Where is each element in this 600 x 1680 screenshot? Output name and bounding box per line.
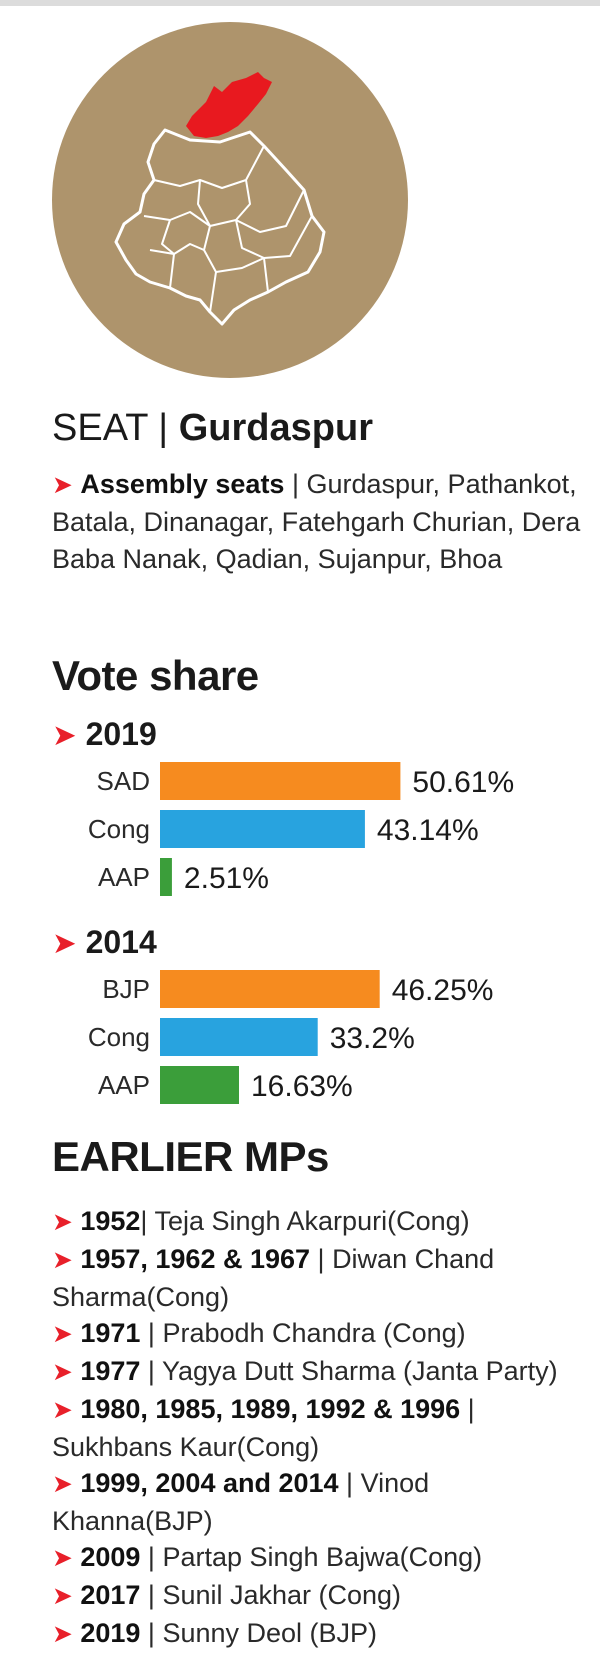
mp-years: 2017 [80, 1580, 141, 1610]
mp-sep: | [310, 1244, 333, 1274]
seat-prefix: SEAT | [52, 407, 179, 449]
mp-sep: | [140, 1542, 163, 1572]
bar-value-label: 43.14% [377, 814, 479, 847]
bar-category-label: Cong [88, 814, 150, 844]
mp-years: 1980, 1985, 1989, 1992 & 1996 [80, 1394, 461, 1424]
bar [160, 810, 365, 848]
mp-sep: | [140, 1618, 163, 1648]
mp-item: ➤ 2019 | Sunny Deol (BJP) [52, 1615, 592, 1653]
mp-name: Partap Singh Bajwa(Cong) [162, 1542, 483, 1572]
mp-item: ➤ 1957, 1962 & 1967 | Diwan Chand Sharma… [52, 1241, 592, 1315]
gurdaspur-highlight [186, 72, 272, 138]
earlier-mps-list: ➤ 1952| Teja Singh Akarpuri(Cong) ➤ 1957… [52, 1203, 592, 1653]
bar-value-label: 50.61% [412, 766, 514, 799]
mp-name: Diwan Chand Sharma(Cong) [52, 1244, 495, 1312]
mp-sep: | [140, 1318, 163, 1348]
punjab-map-icon [52, 22, 408, 378]
bar [160, 1018, 318, 1056]
mp-item: ➤ 1952| Teja Singh Akarpuri(Cong) [52, 1203, 592, 1241]
mp-years: 1999, 2004 and 2014 [80, 1468, 339, 1498]
mp-item: ➤ 1999, 2004 and 2014 | Vinod Khanna(BJP… [52, 1465, 592, 1539]
mp-name: Teja Singh Akarpuri(Cong) [154, 1206, 470, 1236]
mp-years: 1952 [80, 1206, 141, 1236]
arrow-icon: ➤ [52, 1247, 73, 1274]
district-lines [143, 145, 313, 313]
mp-name: Sunil Jakhar (Cong) [162, 1580, 402, 1610]
arrow-icon: ➤ [52, 719, 77, 752]
chart-year-label: 2019 [85, 716, 157, 752]
bar-value-label: 16.63% [251, 1070, 353, 1103]
assembly-list: Gurdaspur, Pathankot, Batala, Dinanagar,… [52, 469, 581, 574]
chart-year-2019: ➤ 2019 [52, 714, 157, 756]
arrow-icon: ➤ [52, 1321, 73, 1348]
mp-years: 1971 [80, 1318, 141, 1348]
mp-name: Sunny Deol (BJP) [162, 1618, 378, 1648]
arrow-icon: ➤ [52, 1471, 73, 1498]
mp-sep: | [460, 1394, 475, 1424]
mp-item: ➤ 1971 | Prabodh Chandra (Cong) [52, 1315, 592, 1353]
bar-category-label: AAP [98, 862, 150, 892]
arrow-icon: ➤ [52, 1545, 73, 1572]
mp-years: 2009 [80, 1542, 141, 1572]
mp-sep: | [338, 1468, 361, 1498]
mp-item: ➤ 1980, 1985, 1989, 1992 & 1996 | Sukhba… [52, 1391, 592, 1465]
bar [160, 762, 401, 800]
assembly-label: Assembly seats [80, 469, 285, 499]
bar-value-label: 2.51% [184, 862, 269, 895]
chart-year-label: 2014 [85, 924, 157, 960]
bar-category-label: BJP [102, 974, 150, 1004]
mp-item: ➤ 2017 | Sunil Jakhar (Cong) [52, 1577, 592, 1615]
earlier-mps-title: EARLIER MPs [52, 1133, 329, 1180]
bar-category-label: SAD [97, 766, 150, 796]
bar-value-label: 33.2% [330, 1022, 415, 1055]
punjab-outline [114, 128, 326, 326]
map-circle [52, 22, 408, 378]
bar-category-label: AAP [98, 1070, 150, 1100]
arrow-icon: ➤ [52, 1359, 73, 1386]
arrow-icon: ➤ [52, 1583, 73, 1610]
vote-share-title: Vote share [52, 652, 259, 699]
bar [160, 858, 172, 896]
mp-sep: | [140, 1206, 155, 1236]
mp-years: 2019 [80, 1618, 141, 1648]
chart-year-2014: ➤ 2014 [52, 922, 157, 964]
bar-value-label: 46.25% [392, 974, 494, 1007]
mp-name: Yagya Dutt Sharma (Janta Party) [161, 1356, 558, 1386]
bar [160, 1066, 239, 1104]
mp-years: 1957, 1962 & 1967 [80, 1244, 311, 1274]
seat-name: Gurdaspur [178, 407, 373, 449]
mp-years: 1977 [80, 1356, 141, 1386]
bar-category-label: Cong [88, 1022, 150, 1052]
mp-sep: | [140, 1580, 163, 1610]
arrow-icon: ➤ [52, 927, 77, 960]
mp-sep: | [140, 1356, 162, 1386]
assembly-seats-paragraph: ➤ Assembly seats | Gurdaspur, Pathankot,… [52, 466, 582, 578]
arrow-icon: ➤ [52, 472, 73, 499]
mp-item: ➤ 1977 | Yagya Dutt Sharma (Janta Party) [52, 1353, 592, 1391]
arrow-icon: ➤ [52, 1209, 73, 1236]
mp-name: Sukhbans Kaur(Cong) [52, 1432, 320, 1462]
bar [160, 970, 380, 1008]
seat-heading: SEAT | Gurdaspur [52, 404, 373, 452]
mp-name: Prabodh Chandra (Cong) [162, 1318, 466, 1348]
arrow-icon: ➤ [52, 1397, 73, 1424]
arrow-icon: ➤ [52, 1621, 73, 1648]
mp-item: ➤ 2009 | Partap Singh Bajwa(Cong) [52, 1539, 592, 1577]
assembly-separator: | [284, 469, 307, 499]
mp-name: Vinod Khanna(BJP) [52, 1468, 430, 1536]
top-divider [0, 0, 600, 6]
